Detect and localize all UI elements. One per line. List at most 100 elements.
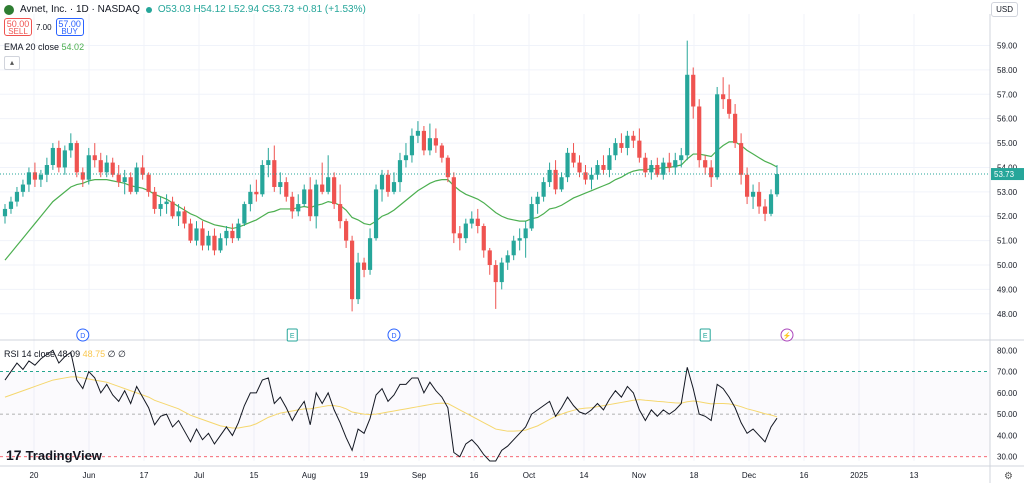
candle-body [667, 162, 672, 168]
candle-body [248, 191, 253, 205]
candle-body [379, 174, 385, 190]
candle-body [176, 211, 181, 217]
ema-legend-value: 54.02 [61, 42, 85, 52]
candle-body [487, 250, 492, 266]
currency-selector[interactable]: USD [991, 2, 1018, 17]
event-marker-label: D [80, 333, 85, 340]
candle-body [314, 184, 319, 217]
candle-body [200, 228, 205, 246]
time-tick-label: Aug [302, 471, 316, 480]
candle-body [32, 172, 38, 180]
candle-body [38, 174, 43, 180]
candle-body [583, 172, 588, 180]
earnings-marker [699, 328, 711, 342]
chevron-up-icon[interactable]: ▴ [4, 56, 20, 70]
candle-body [739, 143, 744, 175]
candle-body [74, 143, 79, 173]
rsi-tick-label: 40.00 [997, 431, 1018, 440]
candle-body [344, 221, 349, 241]
price-tick-label: 56.00 [997, 115, 1018, 124]
candle-body [655, 165, 660, 175]
candle-body [385, 174, 391, 192]
price-tick-label: 57.00 [997, 90, 1018, 99]
candle-body [116, 174, 121, 183]
tradingview-brand: 17 TradingView [6, 447, 102, 463]
candle-body [242, 204, 247, 224]
candle-body [541, 182, 546, 197]
price-tick-label: 55.00 [997, 139, 1018, 148]
candle-body [355, 262, 361, 300]
candle-body [559, 177, 564, 190]
candle-body [44, 165, 49, 175]
candle-body [768, 194, 774, 214]
time-tick-label: 18 [690, 471, 699, 480]
time-tick-label: 14 [580, 471, 589, 480]
candle-body [20, 184, 26, 192]
rsi-legend-label: RSI 14 close [4, 349, 56, 359]
candle-body [409, 135, 415, 156]
dividend-marker [76, 328, 90, 342]
candle-body [146, 174, 151, 192]
rsi-tick-label: 30.00 [997, 453, 1018, 462]
time-tick-label: Nov [632, 471, 646, 480]
candle-body [661, 162, 666, 175]
event-marker-label: D [391, 333, 396, 340]
candle-body [421, 130, 427, 151]
candle-body [236, 223, 241, 239]
candle-body [14, 191, 20, 202]
symbol-title[interactable]: Avnet, Inc. · 1D · NASDAQ [20, 4, 140, 15]
event-marker-label: E [290, 333, 295, 340]
candle-body [727, 99, 732, 114]
candle-body [445, 157, 450, 178]
candle-body [577, 162, 582, 173]
rsi-tick-label: 70.00 [997, 368, 1018, 377]
rsi-tick-label: 60.00 [997, 389, 1018, 398]
market-status-dot-icon [145, 6, 152, 13]
candle-body [709, 167, 714, 178]
candle-body [643, 157, 648, 173]
time-tick-label: 15 [250, 471, 259, 480]
time-tick-label: 13 [910, 471, 919, 480]
candle-body [535, 196, 540, 205]
buy-price: 57.00 [58, 19, 81, 29]
price-tick-label: 58.00 [997, 66, 1018, 75]
candle-body [80, 172, 85, 180]
candle-body [774, 174, 780, 195]
candle-body [649, 165, 654, 173]
buy-button[interactable]: 57.00 BUY [55, 18, 84, 36]
candle-body [68, 143, 73, 151]
candle-body [212, 235, 217, 251]
time-tick-label: 16 [470, 471, 479, 480]
candle-body [439, 145, 444, 158]
candle-body [601, 165, 606, 170]
candle-body [224, 230, 229, 239]
sell-button[interactable]: 50.00 SELL [4, 18, 32, 36]
rsi-line [4, 349, 778, 462]
rsi-legend[interactable]: RSI 14 close 48.09 48.75 ∅ ∅ [4, 349, 126, 360]
chart-header: Avnet, Inc. · 1D · NASDAQ O53.03 H54.12 … [4, 4, 366, 15]
candle-body [433, 138, 438, 146]
candle-body [679, 155, 684, 161]
rsi-legend-extra: ∅ ∅ [107, 349, 126, 359]
candle-body [685, 74, 690, 156]
candle-body [320, 184, 325, 192]
candle-body [56, 147, 61, 168]
candle-body [469, 218, 474, 224]
split-marker [780, 328, 794, 342]
spread-value: 7.00 [36, 22, 52, 32]
candle-body [266, 160, 271, 166]
candle-body [110, 162, 115, 175]
candle-body [637, 140, 642, 158]
candle-body [50, 147, 55, 166]
dividend-marker [387, 328, 401, 342]
candle-body [744, 174, 750, 197]
candle-body [475, 218, 480, 226]
candle-body [493, 265, 498, 283]
price-tick-label: 51.00 [997, 237, 1018, 246]
ema-legend[interactable]: EMA 20 close 54.02 [4, 42, 84, 52]
avnet-logo-icon [4, 4, 14, 15]
candle-body [673, 160, 678, 168]
candle-body [505, 255, 510, 263]
candle-body [756, 191, 762, 207]
